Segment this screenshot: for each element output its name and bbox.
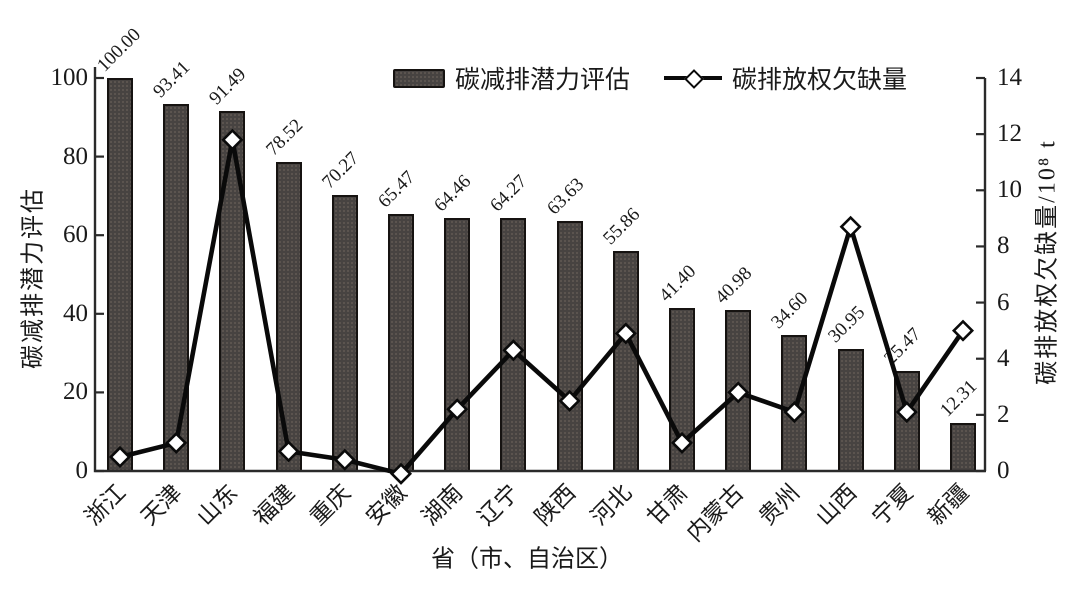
bar-湖南 [444, 217, 471, 472]
diamond-marker-重庆 [333, 448, 356, 471]
bar-山西 [837, 349, 864, 472]
right-tick-2: 2 [997, 400, 1010, 428]
diamond-marker-甘肃 [670, 431, 694, 454]
bar-新疆 [950, 422, 976, 472]
legend-item-line-series: 碳排放权欠缺量 [664, 60, 907, 96]
left-tick-20: 20 [63, 378, 88, 406]
left-tick-60: 60 [63, 221, 88, 249]
right-tick-10: 10 [997, 176, 1022, 204]
diamond-marker-福建 [277, 440, 300, 463]
legend-item-bar-series: 碳减排潜力评估 [393, 60, 630, 96]
diamond-marker-山西 [839, 215, 862, 238]
bar-天津 [163, 103, 190, 472]
diamond-marker-新疆 [951, 319, 975, 342]
chart-legend: 碳减排潜力评估 碳排放权欠缺量 [393, 58, 907, 98]
diamond-marker-陕西 [558, 389, 581, 412]
right-tick-8: 8 [997, 232, 1010, 260]
legend-label-line-series: 碳排放权欠缺量 [732, 67, 908, 94]
diamond-marker-湖南 [446, 398, 469, 421]
left-tick-100: 100 [50, 64, 89, 91]
bar-重庆 [331, 194, 358, 472]
right-tick-0: 0 [997, 457, 1010, 484]
diamond-marker-辽宁 [502, 339, 525, 362]
bar-陕西 [556, 220, 583, 472]
bar-福建 [275, 162, 302, 472]
legend-label-bar-series: 碳减排潜力评估 [455, 67, 631, 94]
bar-swatch-icon [393, 68, 445, 88]
bar-河北 [612, 251, 639, 472]
diamond-marker-内蒙古 [727, 381, 750, 404]
right-tick-14: 14 [997, 64, 1022, 91]
right-tick-12: 12 [997, 120, 1022, 148]
line-diamond-swatch-icon [664, 68, 723, 89]
right-tick-4: 4 [997, 344, 1010, 372]
diamond-marker-安徽 [389, 462, 413, 485]
diamond-marker-贵州 [783, 401, 806, 424]
bar-山东 [219, 111, 246, 472]
diamond-marker-宁夏 [895, 401, 918, 424]
bar-辽宁 [500, 218, 527, 472]
x-axis-title: 省（市、自治区） [431, 546, 623, 573]
left-tick-40: 40 [63, 299, 88, 327]
diamond-marker-河北 [614, 322, 637, 345]
diamond-marker-浙江 [108, 445, 132, 468]
right-tick-6: 6 [997, 288, 1010, 316]
bar-浙江 [107, 78, 133, 472]
diamond-marker-天津 [165, 431, 188, 454]
diamond-marker-山东 [221, 128, 244, 151]
left-tick-0: 0 [75, 457, 89, 484]
bar-安徽 [388, 213, 414, 472]
left-tick-80: 80 [63, 142, 88, 170]
